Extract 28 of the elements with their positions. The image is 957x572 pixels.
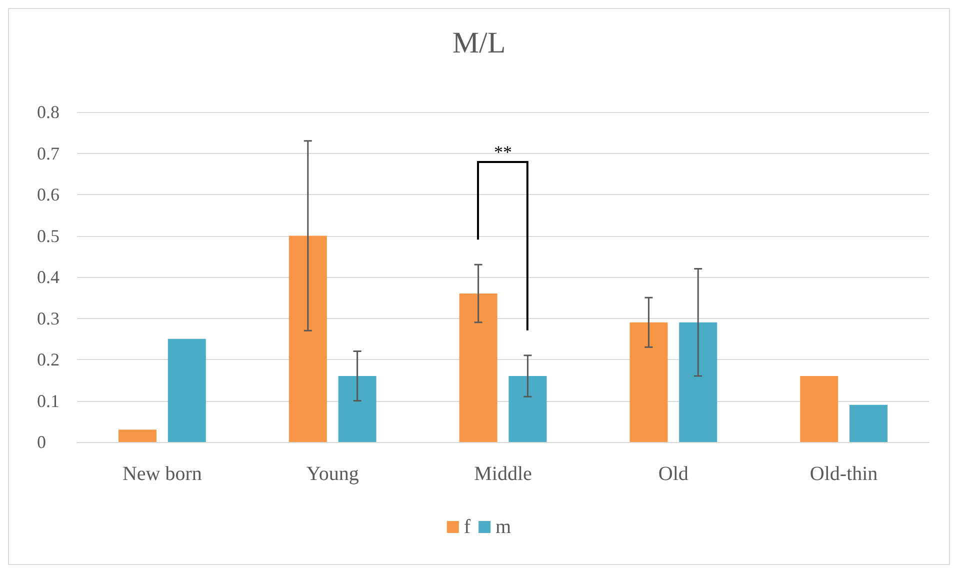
x-tick-label: Young (306, 463, 359, 485)
bar (288, 236, 327, 442)
y-tick-label: 0.3 (37, 308, 60, 328)
bar (168, 338, 206, 442)
y-tick-label: 0.1 (37, 390, 60, 411)
y-tick-label: 0.5 (37, 226, 60, 246)
y-tick-label: 0.8 (37, 102, 60, 122)
annotation: ** (494, 142, 512, 162)
bar (850, 404, 888, 442)
bar (508, 376, 547, 442)
x-tick-label: New born (122, 463, 202, 485)
y-tick-label: 0.4 (37, 267, 60, 287)
x-tick-label: Old-thin (810, 463, 878, 485)
bar (800, 376, 838, 442)
bar (630, 322, 668, 442)
legend-label: f (464, 516, 471, 538)
chart-title: M/L (452, 26, 506, 60)
y-tick-label: 0.6 (37, 184, 60, 204)
bar (679, 322, 718, 442)
bar (118, 430, 156, 442)
y-tick-label: 0 (37, 432, 46, 452)
legend-label: m (496, 516, 512, 538)
y-tick-label: 0.2 (37, 350, 60, 370)
x-tick-label: Middle (474, 463, 532, 485)
y-tick-label: 0.7 (37, 143, 60, 164)
x-tick-label: Old (658, 463, 688, 485)
bar (338, 376, 376, 442)
bar (459, 294, 498, 442)
